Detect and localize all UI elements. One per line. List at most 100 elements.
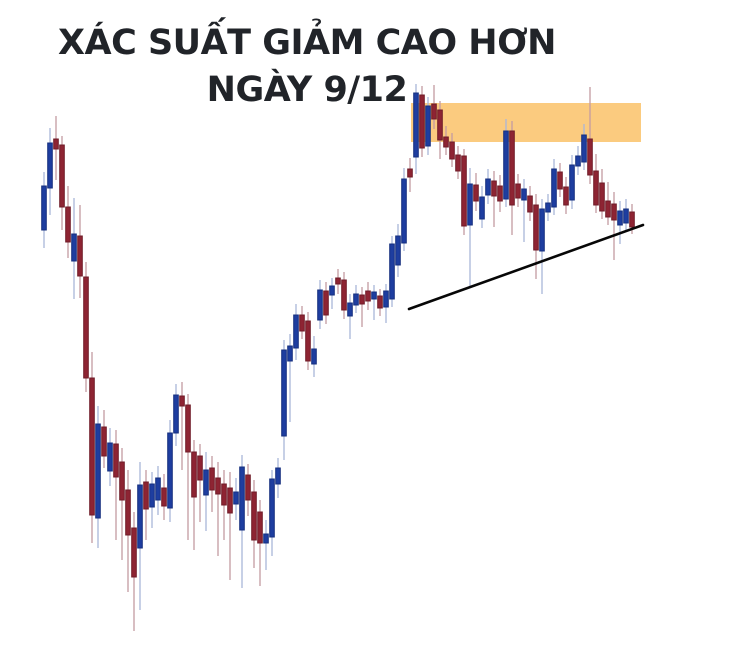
candle: [371, 285, 377, 320]
candle-body-down: [527, 195, 533, 213]
chart-title-line-1: XÁC SUẤT GIẢM CAO HƠN: [58, 23, 556, 63]
resistance-zone: [411, 103, 641, 142]
candle-body-down: [341, 279, 347, 311]
candle: [605, 182, 611, 225]
candle-body-down: [491, 180, 497, 197]
candle: [377, 289, 383, 316]
candle: [623, 199, 629, 230]
candle: [203, 452, 209, 531]
candle: [341, 272, 347, 319]
candle-body-down: [473, 184, 479, 202]
candle-body-down: [449, 141, 455, 160]
candle: [503, 119, 509, 207]
candle: [287, 334, 293, 422]
candle-body-up: [347, 302, 353, 317]
candle: [389, 236, 395, 307]
candle: [323, 282, 329, 324]
candle: [245, 464, 251, 516]
candle-body-up: [569, 164, 575, 201]
candle: [185, 394, 191, 540]
candle: [581, 124, 587, 170]
candle-body-up: [581, 134, 587, 163]
candle: [161, 474, 167, 520]
candle: [359, 287, 365, 327]
candle: [251, 480, 257, 568]
chart-title-line-2: NGÀY 9/12: [206, 70, 408, 110]
candle: [569, 155, 575, 209]
candle-body-up: [401, 178, 407, 244]
candle-body-up: [173, 394, 179, 434]
candle-body-down: [509, 130, 515, 206]
candle-body-down: [611, 203, 617, 221]
candle-body-up: [371, 291, 377, 300]
candle-body-up: [479, 196, 485, 220]
candle: [611, 192, 617, 260]
candles: [41, 84, 635, 631]
candle: [413, 84, 419, 174]
candle-body-up: [137, 484, 143, 549]
candle-body-up: [281, 349, 287, 437]
candle: [425, 97, 431, 155]
candle-body-down: [83, 276, 89, 379]
candle-body-down: [593, 170, 599, 206]
candle-body-up: [389, 243, 395, 300]
candle: [467, 168, 473, 287]
candle: [143, 470, 149, 540]
candle-body-up: [503, 130, 509, 200]
candle: [353, 285, 359, 313]
candle-body-down: [227, 487, 233, 514]
candle-body-down: [143, 481, 149, 510]
candle: [101, 410, 107, 468]
candle: [257, 500, 263, 586]
candle-body-down: [179, 395, 185, 407]
candle-body-down: [119, 461, 125, 501]
candle-body-down: [305, 320, 311, 362]
chart-title: XÁC SUẤT GIẢM CAO HƠN NGÀY 9/12: [0, 20, 614, 114]
candle: [113, 430, 119, 540]
candle: [71, 198, 77, 299]
candle-body-up: [263, 533, 269, 544]
candle-body-up: [521, 188, 527, 201]
candle: [269, 470, 275, 556]
candle: [317, 280, 323, 329]
candle: [275, 458, 281, 498]
candle: [77, 205, 83, 298]
candle-body-up: [287, 345, 293, 362]
candle: [107, 428, 113, 486]
candle-body-down: [53, 138, 59, 150]
candle: [431, 85, 437, 129]
candle-body-up: [41, 185, 47, 231]
candle: [179, 382, 185, 470]
candle-body-down: [185, 404, 191, 453]
candle: [311, 336, 317, 377]
candle-body-down: [251, 491, 257, 541]
candle-body-up: [617, 210, 623, 226]
candle-body-down: [455, 154, 461, 172]
candle-body-down: [587, 138, 593, 176]
candle: [383, 284, 389, 323]
candle-body-up: [329, 285, 335, 296]
candle-body-down: [335, 277, 341, 285]
candle: [443, 126, 449, 155]
candle-body-up: [155, 477, 161, 501]
candle-body-down: [461, 155, 467, 227]
candle-body-up: [203, 469, 209, 496]
candle-body-down: [563, 186, 569, 206]
candle-body-up: [317, 289, 323, 321]
candle: [575, 146, 581, 175]
candle: [125, 470, 131, 592]
candle-body-up: [275, 467, 281, 485]
candle: [455, 146, 461, 179]
candle-body-down: [191, 451, 197, 498]
candle-body-down: [407, 168, 413, 178]
candle: [59, 136, 65, 230]
candle-body-down: [377, 295, 383, 309]
candle-body-down: [359, 294, 365, 305]
candle: [449, 133, 455, 167]
candle-body-up: [71, 233, 77, 262]
candle: [365, 282, 371, 310]
candle-body-down: [515, 183, 521, 199]
candle: [83, 262, 89, 392]
